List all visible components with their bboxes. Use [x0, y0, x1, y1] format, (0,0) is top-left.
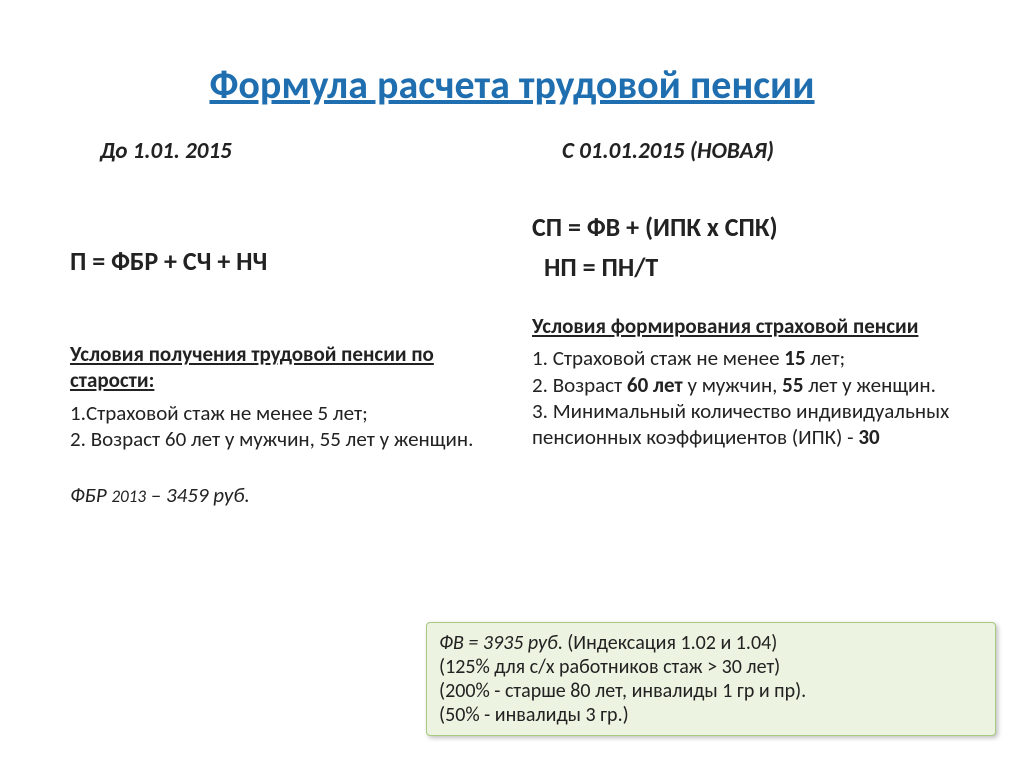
right-formula-1: СП = ФВ + (ИПК х СПК): [532, 211, 954, 243]
left-formula: П = ФБР + СЧ + НЧ: [70, 245, 492, 277]
right-cond2: 2. Возраст 60 лет у мужчин, 55 лет у жен…: [532, 372, 954, 398]
right-formula-2: НП = ПН/Т: [532, 251, 954, 283]
footbox-line3: (200% - старше 80 лет, инвалиды 1 гр и п…: [439, 679, 983, 703]
footbox-line2: (125% для с/х работников стаж > 30 лет): [439, 655, 983, 679]
right-period: С 01.01.2015 (НОВАЯ): [532, 137, 954, 165]
columns: До 1.01. 2015 П = ФБР + СЧ + НЧ Условия …: [70, 137, 954, 508]
right-cond3: 3. Минимальный количество индивидуальных…: [532, 398, 954, 451]
column-right: С 01.01.2015 (НОВАЯ) СП = ФВ + (ИПК х СП…: [532, 137, 954, 508]
slide-title: Формула расчета трудовой пенсии: [70, 60, 954, 109]
footbox-line4: (50% - инвалиды 3 гр.): [439, 703, 983, 727]
left-cond2: 2. Возраст 60 лет у мужчин, 55 лет у жен…: [70, 426, 492, 452]
footnote-box: ФВ = 3935 руб. (Индексация 1.02 и 1.04) …: [426, 622, 996, 736]
left-subhead: Условия получения трудовой пенсии по ста…: [70, 341, 492, 394]
column-left: До 1.01. 2015 П = ФБР + СЧ + НЧ Условия …: [70, 137, 492, 508]
right-subhead: Условия формирования страховой пенсии: [532, 313, 954, 339]
left-footnote: ФБР 2013 – 3459 руб.: [70, 482, 492, 508]
right-cond1: 1. Страховой стаж не менее 15 лет;: [532, 345, 954, 371]
left-period: До 1.01. 2015: [70, 137, 492, 165]
left-cond1: 1.Страховой стаж не менее 5 лет;: [70, 400, 492, 426]
footbox-line1: ФВ = 3935 руб. (Индексация 1.02 и 1.04): [439, 631, 983, 655]
